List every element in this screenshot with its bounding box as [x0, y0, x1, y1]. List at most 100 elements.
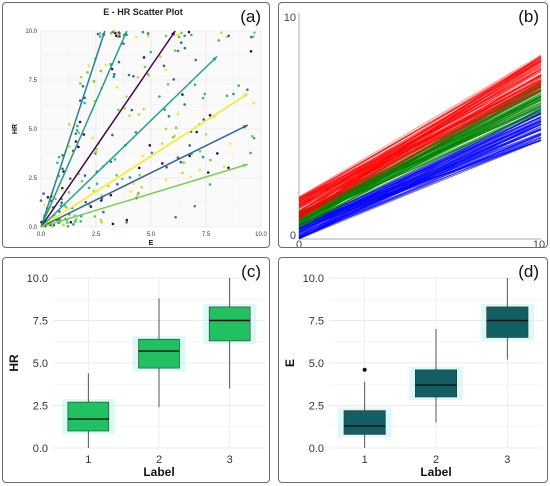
panel-label-d: (d): [518, 262, 539, 281]
box: [415, 369, 457, 398]
data-point: [208, 183, 212, 186]
trend-line: [40, 55, 218, 228]
data-point: [141, 154, 145, 158]
data-point: [176, 156, 180, 160]
x-tick-label: 7.5: [202, 232, 211, 238]
data-point: [164, 127, 168, 131]
data-point: [84, 200, 87, 204]
data-point: [149, 50, 153, 54]
data-point: [162, 64, 166, 68]
data-point: [66, 225, 70, 228]
data-point: [95, 147, 99, 151]
data-point: [68, 145, 71, 148]
data-point: [83, 101, 86, 105]
data-point: [179, 160, 183, 164]
data-point: [118, 32, 121, 35]
y-tick-label: 2.5: [309, 401, 324, 413]
data-point: [140, 185, 143, 189]
data-point: [77, 131, 81, 135]
chart-title: E - HR Scatter Plot: [103, 7, 183, 17]
data-point: [208, 113, 212, 117]
data-point: [130, 108, 134, 112]
data-point: [134, 130, 138, 134]
y-tick-label: 10: [284, 12, 296, 24]
trend-arrowhead: [101, 31, 106, 36]
data-point: [82, 133, 86, 136]
y-tick-label: 10.0: [303, 273, 324, 285]
data-point: [102, 210, 105, 214]
x-tick-label: 10: [533, 239, 545, 248]
data-point: [112, 73, 116, 76]
data-point: [206, 171, 210, 174]
series-line: [298, 120, 542, 231]
x-axis-label: Label: [143, 465, 174, 479]
data-point: [225, 94, 229, 98]
data-point: [57, 155, 61, 159]
box: [486, 306, 529, 338]
data-point: [94, 150, 98, 153]
trend-arrowhead: [242, 125, 248, 129]
data-point: [39, 199, 43, 202]
data-point: [148, 144, 152, 147]
data-point: [78, 120, 82, 124]
data-point: [94, 152, 97, 155]
data-point: [100, 220, 103, 224]
y-tick-label: 5.0: [33, 358, 48, 370]
panel-label-c: (c): [241, 262, 261, 281]
data-point: [75, 129, 79, 132]
data-point: [83, 174, 87, 177]
x-tick-label: 0: [296, 239, 302, 248]
y-tick-label: 5.0: [309, 358, 324, 370]
data-point: [203, 92, 207, 96]
series-line: [298, 66, 542, 212]
data-point: [60, 201, 63, 204]
outlier-point: [362, 367, 367, 372]
data-point: [232, 92, 235, 96]
series-line: [298, 54, 542, 198]
y-tick-label: 7.5: [309, 316, 324, 328]
data-point: [78, 99, 82, 102]
data-point: [129, 190, 133, 193]
box: [208, 306, 251, 342]
data-point: [74, 132, 78, 135]
trend-line: [40, 163, 249, 228]
data-point: [252, 35, 255, 38]
data-point: [193, 204, 197, 208]
data-point: [189, 175, 192, 178]
data-point: [104, 63, 108, 67]
trend-arrowhead: [212, 56, 217, 62]
data-point: [176, 112, 180, 116]
data-point: [198, 149, 202, 153]
data-point: [123, 107, 127, 110]
series-line: [298, 64, 542, 218]
data-point: [160, 142, 164, 145]
data-point: [107, 184, 110, 188]
data-point: [159, 55, 162, 58]
data-point: [147, 73, 151, 77]
series-line: [298, 139, 542, 236]
data-point: [229, 142, 232, 145]
data-point: [56, 161, 59, 165]
data-point: [95, 182, 99, 186]
y-tick-label: 7.5: [29, 78, 38, 84]
data-point: [198, 168, 202, 172]
data-point: [92, 189, 95, 193]
data-point: [74, 140, 78, 143]
data-point: [67, 191, 71, 194]
data-point: [190, 33, 193, 37]
data-point: [227, 34, 231, 38]
series-line: [298, 85, 542, 198]
data-point: [80, 179, 84, 183]
trend-line: [40, 30, 106, 228]
data-point: [92, 79, 96, 83]
data-point: [209, 158, 212, 162]
data-point: [125, 218, 129, 222]
data-point: [78, 82, 82, 85]
data-point: [132, 182, 135, 185]
data-point: [79, 75, 83, 79]
data-point: [76, 124, 79, 128]
data-point: [62, 170, 65, 173]
data-point: [201, 96, 205, 100]
trend-line: [40, 93, 249, 228]
y-tick-label: 7.5: [33, 316, 48, 328]
